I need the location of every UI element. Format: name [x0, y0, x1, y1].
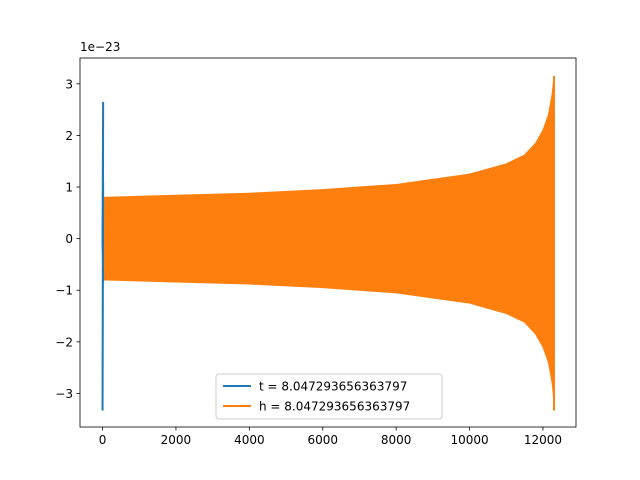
y-tick-label: −2: [55, 335, 73, 349]
x-tick-label: 2000: [161, 433, 192, 447]
x-tick-label: 12000: [524, 433, 562, 447]
y-tick-label: 3: [65, 77, 73, 91]
x-tick-label: 6000: [307, 433, 338, 447]
y-tick-label: −3: [55, 387, 73, 401]
legend-label: h = 8.047293656363797: [259, 400, 410, 414]
x-tick-label: 10000: [450, 433, 488, 447]
y-tick-label: 1: [65, 181, 73, 195]
x-tick-label: 4000: [234, 433, 265, 447]
series-t-line: [101, 101, 105, 411]
y-tick-label: 0: [65, 232, 73, 246]
y-tick-label: 2: [65, 129, 73, 143]
y-offset-label: 1e−23: [80, 40, 120, 54]
x-tick-label: 0: [99, 433, 107, 447]
legend-label: t = 8.047293656363797: [259, 380, 407, 394]
axes-frame: [79, 57, 577, 428]
plot-area: [101, 76, 555, 411]
legend: t = 8.047293656363797 h = 8.0472936563637…: [215, 373, 443, 420]
axes: 0 2000 4000 6000 8000 10000 12000 −3 −2 −1 0 1 2 3: [55, 57, 577, 447]
legend-box: [215, 373, 443, 420]
y-tick-label: −1: [55, 284, 73, 298]
x-tick-label: 8000: [381, 433, 412, 447]
